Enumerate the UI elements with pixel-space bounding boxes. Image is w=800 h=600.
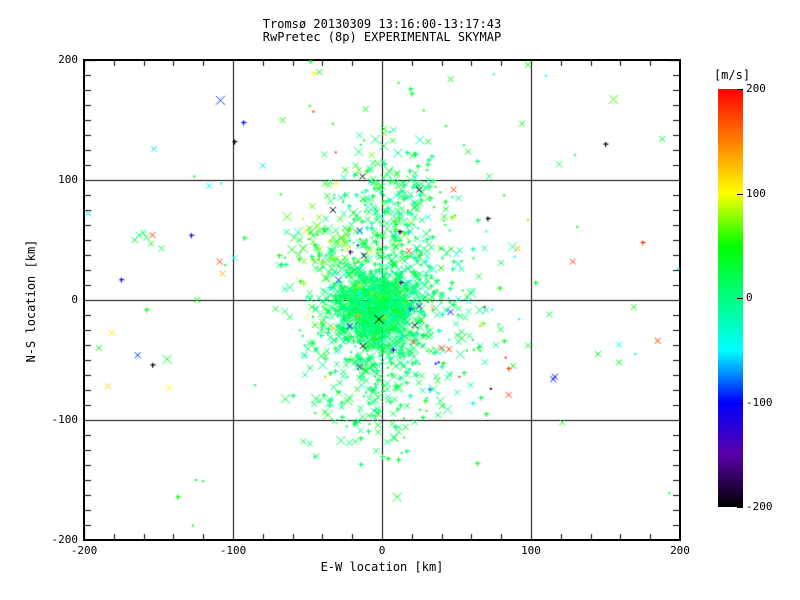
colorbar-tick-mark [737, 298, 743, 299]
y-tick-label: -100 [51, 413, 79, 426]
colorbar-tick-mark [737, 194, 743, 195]
x-axis-title: E-W location [km] [320, 560, 444, 574]
scatter-canvas [84, 60, 680, 540]
y-axis-title: N-S location [km] [24, 239, 38, 363]
x-tick-label: 100 [521, 544, 541, 557]
colorbar-tick-mark [737, 507, 743, 508]
colorbar-tick-label: -100 [746, 395, 773, 409]
y-tick-label: 100 [58, 173, 78, 186]
y-tick-label: -200 [51, 533, 79, 546]
colorbar-tick-label: 0 [746, 291, 753, 304]
colorbar-tick-mark [737, 89, 743, 90]
y-tick-label: 200 [58, 53, 78, 66]
colorbar-tick-label: -200 [746, 500, 773, 513]
plot-subtitle: RwPretec (8p) EXPERIMENTAL SKYMAP [262, 30, 502, 44]
x-tick-label: -100 [219, 544, 247, 557]
colorbar-unit-label: [m/s] [713, 68, 751, 82]
plot-header: Tromsø 20130309 13:16:00-13:17:43 RwPret… [84, 18, 680, 44]
x-tick-label: -200 [70, 544, 98, 557]
x-tick-label: 200 [670, 544, 690, 557]
colorbar-tick-label: 100 [746, 186, 766, 200]
colorbar-tick-label: 200 [746, 82, 766, 95]
y-tick-label: 0 [71, 293, 78, 306]
colorbar-tick-mark [737, 403, 743, 404]
plot-title: Tromsø 20130309 13:16:00-13:17:43 [262, 17, 502, 31]
x-tick-label: 0 [378, 544, 386, 557]
